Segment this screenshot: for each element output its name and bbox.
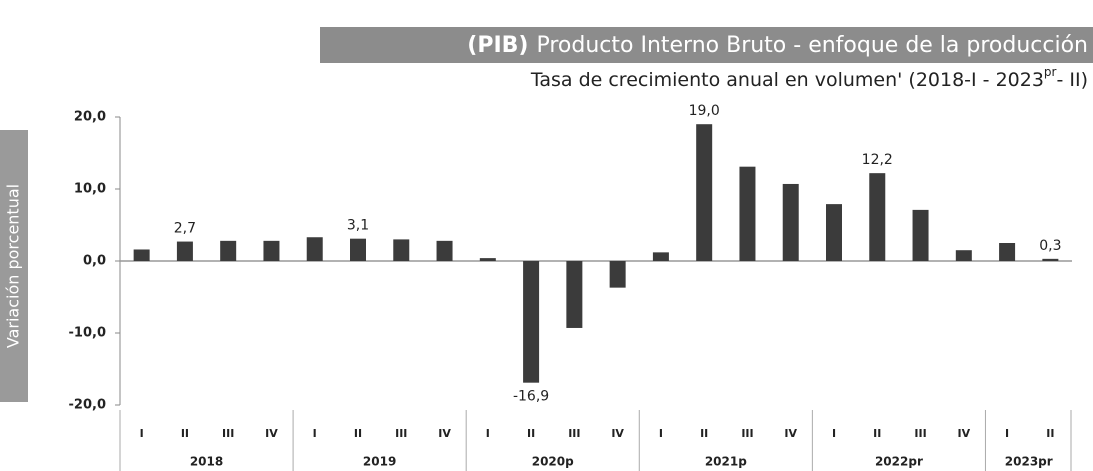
value-label: 19,0	[689, 103, 720, 119]
x-tick-label: III	[914, 427, 926, 440]
x-tick-label: III	[222, 427, 234, 440]
value-label: 2,7	[174, 221, 196, 237]
subtitle-sup: pr	[1044, 65, 1057, 79]
bar	[133, 249, 150, 261]
x-tick-label: IV	[611, 427, 624, 440]
x-tick-label: I	[486, 427, 490, 440]
x-tick-label: II	[527, 427, 535, 440]
bar	[696, 124, 713, 261]
y-axis-label: Variación porcentual	[4, 184, 23, 348]
x-tick-label: IV	[438, 427, 451, 440]
bar	[1042, 258, 1059, 261]
x-tick-label: II	[873, 427, 881, 440]
bar	[999, 243, 1016, 261]
value-label: -16,9	[513, 389, 549, 405]
y-tick-label: -20,0	[69, 398, 106, 413]
bar	[652, 252, 669, 261]
group-label: 2019	[363, 455, 396, 469]
value-label: 0,3	[1039, 238, 1061, 254]
bar	[176, 241, 193, 261]
bar	[479, 258, 496, 261]
bar	[955, 250, 972, 261]
title-box	[320, 27, 1093, 63]
title-prefix: (PIB)	[467, 33, 528, 58]
x-tick-label: I	[1005, 427, 1009, 440]
x-tick-label: I	[832, 427, 836, 440]
bar	[220, 240, 237, 261]
x-tick-label: I	[659, 427, 663, 440]
x-tick-label: II	[700, 427, 708, 440]
bar	[523, 261, 540, 383]
x-tick-label: IV	[958, 427, 971, 440]
chart-title: Producto Interno Bruto - enfoque de la p…	[536, 33, 1088, 58]
group-label: 2018	[190, 455, 223, 469]
y-tick-label: 10,0	[74, 182, 106, 197]
bar	[263, 240, 280, 261]
bar	[436, 240, 453, 261]
x-tick-label: IV	[265, 427, 278, 440]
value-label: 3,1	[347, 218, 369, 234]
subtitle: Tasa de crecimiento anual en volumen' (2…	[530, 65, 1088, 91]
y-tick-label: 0,0	[83, 254, 106, 269]
bar	[306, 237, 323, 261]
x-tick-label: II	[1046, 427, 1054, 440]
x-tick-label: II	[181, 427, 189, 440]
x-tick-label: IV	[784, 427, 797, 440]
x-tick-label: III	[568, 427, 580, 440]
bar	[350, 238, 366, 261]
group-label: 2021p	[705, 455, 747, 469]
y-tick-label: 20,0	[74, 110, 106, 125]
y-label-box	[0, 130, 28, 402]
subtitle-end: - II)	[1056, 69, 1088, 91]
chart-title-line: (PIB) Producto Interno Bruto - enfoque de…	[467, 33, 1088, 58]
x-tick-label: III	[395, 427, 407, 440]
bar	[393, 239, 410, 261]
x-tick-label: III	[741, 427, 753, 440]
value-label: 12,2	[862, 152, 893, 168]
bar	[782, 183, 799, 261]
subtitle-text: Tasa de crecimiento anual en volumen' (2…	[530, 69, 1044, 91]
y-tick-label: -10,0	[69, 326, 106, 341]
x-tick-label: II	[354, 427, 362, 440]
bar	[912, 209, 929, 261]
bar	[739, 166, 756, 261]
x-tick-label: I	[140, 427, 144, 440]
bar	[826, 204, 842, 261]
bar	[609, 261, 626, 288]
group-label: 2020p	[532, 455, 574, 469]
bar	[869, 173, 886, 261]
group-label: 2022pr	[875, 455, 923, 469]
bar	[566, 261, 583, 328]
x-tick-label: I	[313, 427, 317, 440]
group-label: 2023pr	[1005, 455, 1053, 469]
